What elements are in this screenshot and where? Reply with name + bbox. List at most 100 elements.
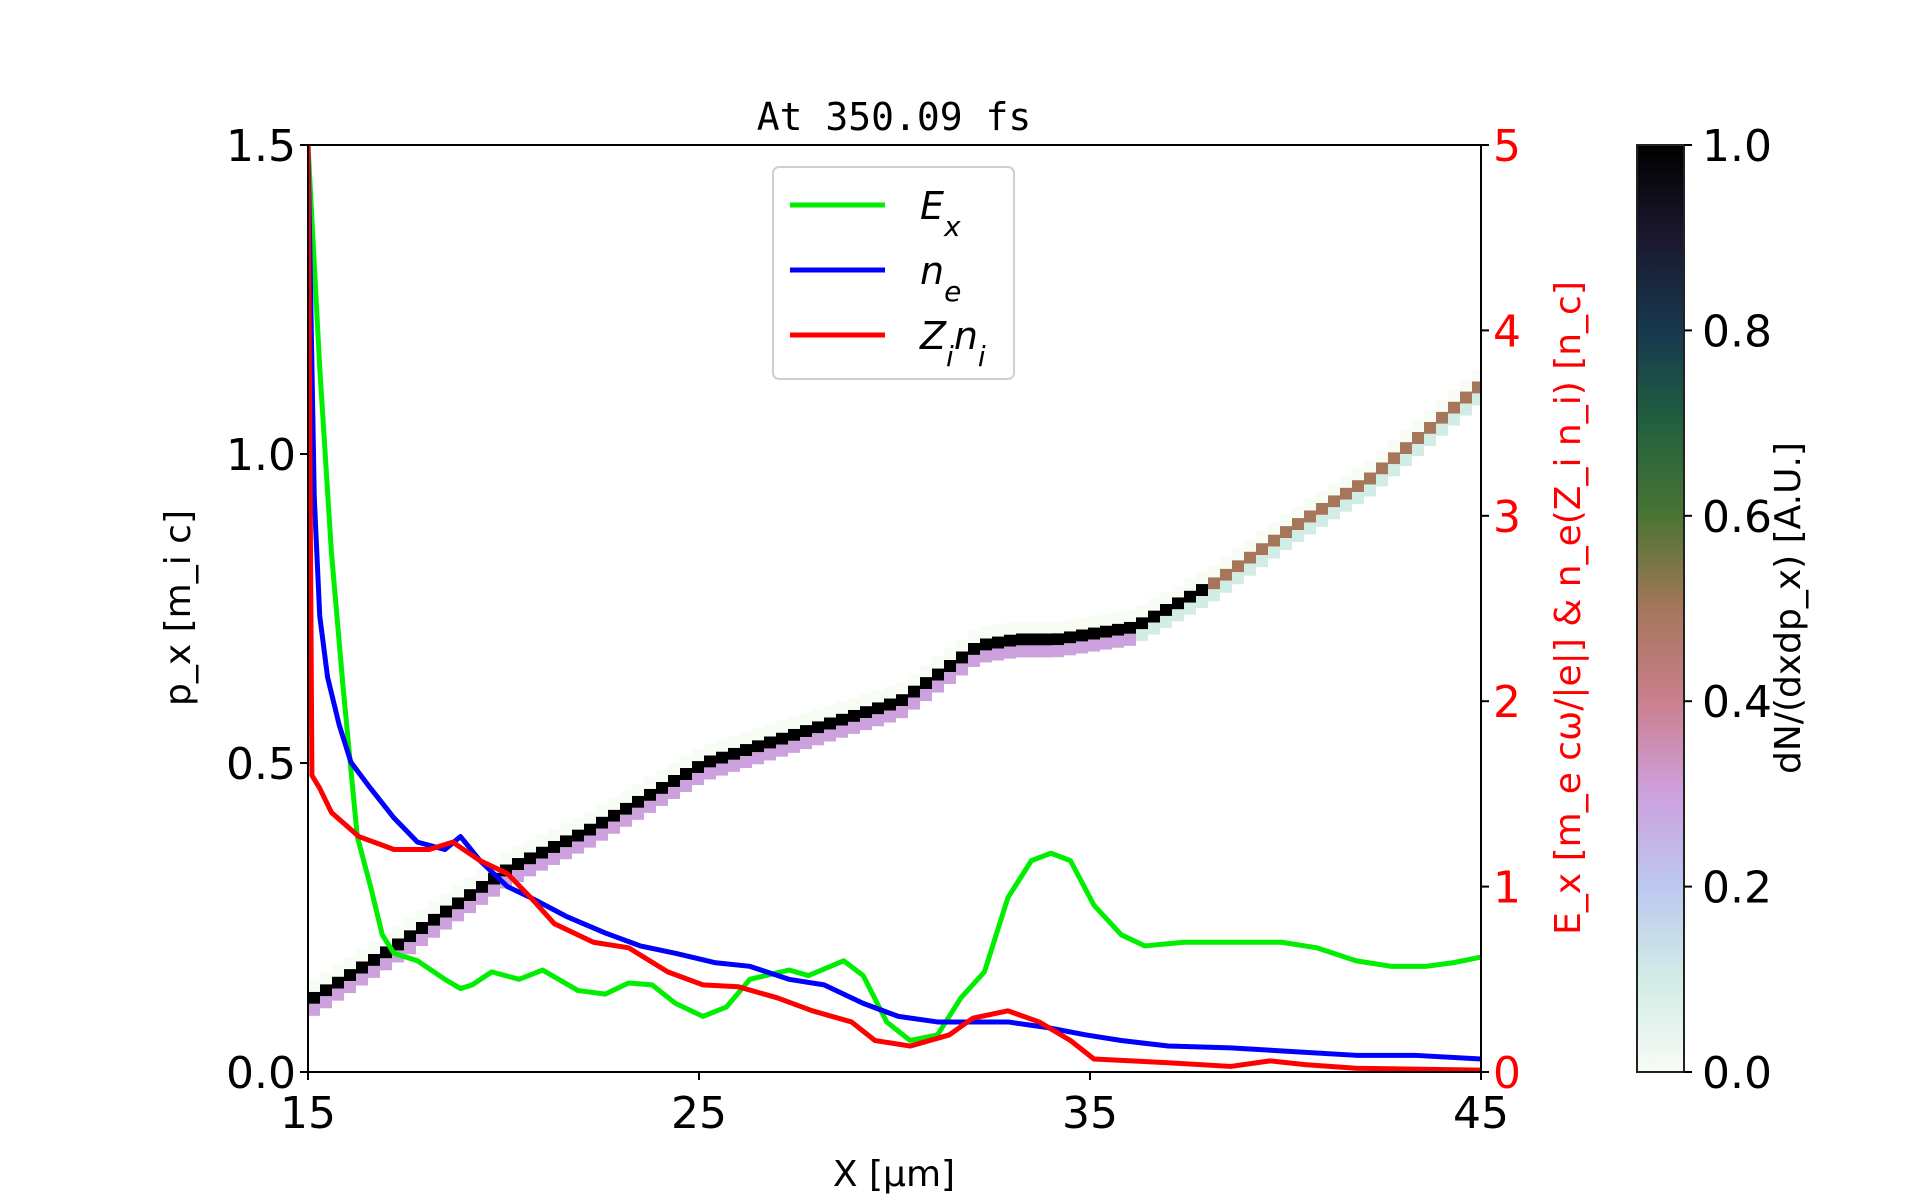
heatmap-cell (1376, 462, 1388, 475)
heatmap-cell (392, 938, 404, 951)
heatmap-cell (860, 718, 872, 731)
heatmap-cell (572, 817, 584, 830)
heatmap-cell (1040, 645, 1052, 658)
heatmap-cell (1400, 442, 1412, 455)
series-line-n_e (308, 145, 1481, 1062)
heatmap-cell (344, 969, 356, 982)
heatmap-cell (1472, 393, 1481, 406)
heatmap-cell (728, 747, 740, 760)
y2-tick-label: 3 (1493, 492, 1521, 543)
heatmap-cell (1412, 444, 1424, 457)
heatmap-cell (1256, 543, 1268, 556)
colorbar-tick-label: 0.8 (1702, 306, 1772, 357)
heatmap-cell (1340, 499, 1352, 512)
heatmap-cell (1292, 518, 1304, 531)
heatmap-cell (668, 786, 680, 799)
heatmap-cell (824, 717, 836, 730)
heatmap-cell (1196, 572, 1208, 585)
heatmap-cell (1316, 502, 1328, 515)
heatmap-cell (656, 793, 668, 806)
heatmap-cell (1124, 609, 1136, 622)
heatmap-cell (1448, 413, 1460, 426)
heatmap-cell (1364, 472, 1376, 485)
heatmap-cell (1004, 634, 1016, 647)
heatmap-cell (548, 852, 560, 865)
heatmap-cell (524, 840, 536, 853)
heatmap-cell (368, 953, 380, 966)
heatmap-cell (1292, 530, 1304, 543)
heatmap-cell (1208, 565, 1220, 578)
heatmap-cell (1184, 590, 1196, 603)
heatmap-cell (680, 780, 692, 793)
heatmap-cell (440, 917, 452, 930)
heatmap-cell (380, 958, 392, 971)
heatmap-cell (1148, 598, 1160, 611)
heatmap-cell (1424, 409, 1436, 422)
heatmap-cell (1136, 629, 1148, 642)
heatmap-cell (416, 921, 428, 934)
heatmap-cell (1052, 621, 1064, 634)
heatmap-cell (752, 728, 764, 741)
heatmap-cell (320, 996, 332, 1009)
heatmap-cell (332, 976, 344, 989)
heatmap-cell (872, 714, 884, 727)
heatmap-cell (800, 713, 812, 726)
heatmap-cell (968, 654, 980, 667)
heatmap-cell (716, 751, 728, 764)
heatmap-cell (1028, 645, 1040, 658)
heatmap-cell (956, 639, 968, 652)
heatmap-cell (1124, 621, 1136, 634)
heatmap-cell (1340, 475, 1352, 488)
heatmap-cell (344, 981, 356, 994)
heatmap-cell (632, 783, 644, 796)
heatmap-cell (1352, 492, 1364, 505)
x-tick-label: 45 (1453, 1088, 1509, 1139)
legend-label: Zini (919, 314, 986, 373)
heatmap-cell (596, 804, 608, 817)
heatmap-cell (1328, 483, 1340, 496)
heatmap-cell (1160, 615, 1172, 628)
heatmap-cell (1148, 622, 1160, 635)
heatmap-cell (1112, 611, 1124, 624)
heatmap-cell (932, 656, 944, 669)
heatmap-cell (692, 773, 704, 786)
heatmap-cell (1244, 563, 1256, 576)
heatmap-cell (1388, 440, 1400, 453)
heatmap-cell (1388, 452, 1400, 465)
y2-tick-label: 1 (1493, 863, 1521, 914)
colorbar (1636, 144, 1685, 1073)
heatmap-cell (1328, 495, 1340, 508)
heatmap-cell (776, 720, 788, 733)
heatmap-cell (1112, 635, 1124, 648)
heatmap-cell (872, 690, 884, 703)
heatmap-cell (1316, 514, 1328, 527)
heatmap-cell (824, 729, 836, 742)
heatmap-cell (404, 942, 416, 955)
heatmap-cell (416, 933, 428, 946)
heatmap-cell (1136, 605, 1148, 618)
heatmap-cell (1052, 633, 1064, 646)
heatmap-cell (548, 828, 560, 841)
heatmap-cell (716, 739, 728, 752)
heatmap-cell (1196, 596, 1208, 609)
heatmap-cell (1436, 423, 1448, 436)
heatmap-cell (980, 638, 992, 651)
heatmap-cell (752, 740, 764, 753)
heatmap-cell (1304, 498, 1316, 511)
heatmap-cell (452, 909, 464, 922)
y-axis-left: 0.0 0.5 1.0 1.5 (226, 121, 308, 1099)
heatmap-cell (932, 680, 944, 693)
heatmap-cell (896, 706, 908, 719)
heatmap-cell (704, 755, 716, 768)
heatmap-cell (1388, 464, 1400, 477)
heatmap-cell (476, 892, 488, 905)
heatmap-cell (392, 926, 404, 939)
heatmap-cell (524, 852, 536, 865)
heatmap-cell (644, 800, 656, 813)
heatmap-cell (404, 918, 416, 931)
heatmap-cell (668, 774, 680, 787)
heatmap-cell (1220, 556, 1232, 569)
heatmap-cell (788, 728, 800, 741)
heatmap-cell (992, 636, 1004, 649)
heatmap-cell (1232, 548, 1244, 561)
